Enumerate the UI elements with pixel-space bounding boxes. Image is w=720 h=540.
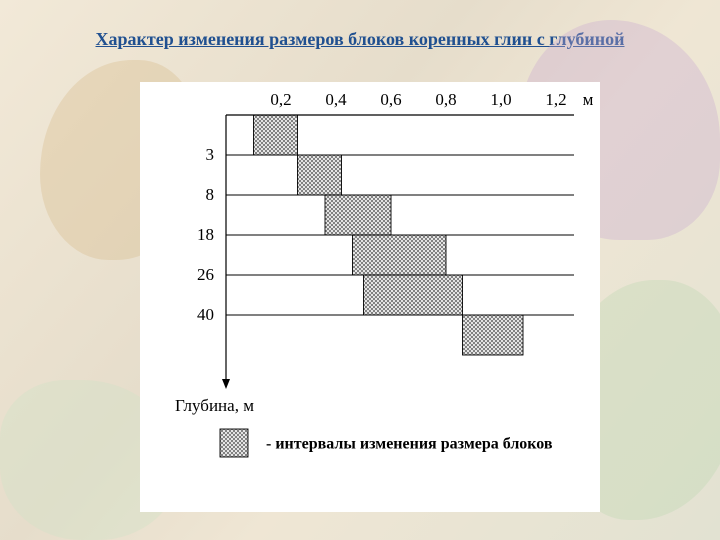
legend-swatch <box>220 429 248 457</box>
range-bar-chart: 0,20,40,60,81,01,2м38182640Глубина, м- и… <box>170 87 590 507</box>
x-tick-label: 0,4 <box>325 90 347 109</box>
y-tick-label: 26 <box>197 265 214 284</box>
y-tick-label: 18 <box>197 225 214 244</box>
legend-label: - интервалы изменения размера блоков <box>266 436 553 453</box>
y-tick-label: 8 <box>206 185 215 204</box>
x-tick-label: 0,6 <box>380 90 401 109</box>
y-tick-label: 40 <box>197 305 214 324</box>
y-axis-label: Глубина, м <box>175 396 254 415</box>
x-tick-label: 1,0 <box>490 90 511 109</box>
interval-bar <box>254 115 298 155</box>
x-tick-label: 1,2 <box>545 90 566 109</box>
interval-bar <box>353 235 447 275</box>
x-tick-label: 0,8 <box>435 90 456 109</box>
interval-bar <box>364 275 463 315</box>
interval-bar <box>298 155 342 195</box>
title-text: Характер изменения размеров блоков корен… <box>96 29 625 49</box>
y-axis-arrow <box>222 379 230 389</box>
chart-panel: 0,2 0,4 0,6 0,8 1,0 1,2 м 3 8 18 26 40 Глубина, м - и… <box>140 82 600 512</box>
x-unit-label: м <box>583 90 594 109</box>
interval-bar <box>463 315 524 355</box>
y-tick-label: 3 <box>206 145 215 164</box>
x-tick-label: 0,2 <box>270 90 291 109</box>
interval-bar <box>325 195 391 235</box>
